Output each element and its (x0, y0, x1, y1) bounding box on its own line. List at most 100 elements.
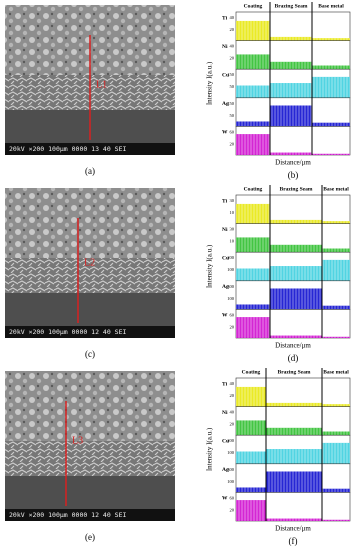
image-caption: (e) (85, 532, 95, 542)
element-label: Ti (222, 198, 228, 204)
y-tick-label: 200 (227, 438, 235, 443)
y-tick-label: 40 (230, 15, 235, 20)
y-tick-label: 100 (227, 479, 235, 484)
sem-footer-bar (5, 509, 175, 521)
signal-texture (270, 36, 312, 41)
chart-caption: (b) (288, 170, 299, 180)
signal-texture (270, 152, 312, 155)
signal-texture (236, 237, 270, 253)
y-tick-label: 40 (230, 381, 235, 386)
element-label: Ag (222, 467, 229, 473)
y-tick-label: 60 (230, 312, 235, 317)
y-tick-label: 100 (227, 296, 235, 301)
element-label: Cu (222, 255, 229, 261)
signal-texture (322, 431, 350, 436)
y-tick-label: 60 (230, 129, 235, 134)
sem-footer: 20kV ×200 100μm 0000 12 40 SEI (9, 328, 126, 336)
signal-texture (312, 153, 350, 155)
sem-substrate (5, 476, 175, 509)
signal-texture (270, 219, 322, 224)
region-header: Brazing Seam (280, 186, 313, 192)
signal-texture (322, 442, 350, 464)
y-tick-label: 40 (230, 44, 235, 49)
signal-texture (236, 268, 270, 281)
signal-texture (312, 76, 350, 98)
signal-texture (322, 488, 350, 493)
y-tick-label: 20 (230, 56, 235, 61)
signal-texture (236, 203, 270, 224)
sem-footer-bar (5, 326, 175, 338)
y-tick-label: 50 (230, 84, 235, 89)
element-label: Ag (222, 101, 229, 107)
signal-texture (322, 305, 350, 310)
signal-texture (236, 451, 266, 464)
element-label: W (222, 130, 228, 136)
sem-footer-bar (5, 143, 175, 155)
signal-texture (266, 449, 322, 464)
y-tick-label: 20 (230, 141, 235, 146)
region-header: Brazing Seam (275, 3, 308, 9)
scan-line-label: L2 (84, 257, 95, 268)
region-header: Base metal (323, 186, 349, 192)
y-tick-label: 20 (230, 324, 235, 329)
image-caption: (a) (85, 166, 95, 176)
y-tick-label: 30 (230, 198, 235, 203)
element-label: Ti (222, 15, 228, 21)
y-tick-label: 30 (230, 227, 235, 232)
y-tick-label: 150 (227, 101, 235, 106)
chart-caption: (f) (289, 536, 298, 546)
signal-texture (236, 500, 266, 521)
y-tick-label: 20 (230, 27, 235, 32)
y-tick-label: 100 (227, 450, 235, 455)
scan-line-label: L1 (96, 79, 107, 90)
y-tick-label: 20 (230, 422, 235, 427)
y-tick-label: 100 (227, 267, 235, 272)
x-axis-label: Distance/μm (275, 159, 311, 167)
sem-interlayer (5, 258, 175, 293)
signal-texture (236, 420, 266, 436)
y-tick-label: 40 (230, 410, 235, 415)
y-tick-label: 10 (230, 210, 235, 215)
y-tick-label: 150 (227, 72, 235, 77)
y-tick-label: 300 (227, 284, 235, 289)
signal-texture (266, 402, 322, 407)
signal-texture (236, 54, 270, 70)
sem-footer: 20kV ×200 100μm 0000 13 40 SEI (9, 145, 126, 153)
signal-texture (322, 336, 350, 338)
signal-texture (266, 427, 322, 436)
sem-substrate (5, 293, 175, 326)
signal-texture (236, 20, 270, 41)
element-label: Cu (222, 72, 229, 78)
element-label: W (222, 496, 228, 502)
y-axis-label: Intensity I(a.u.) (206, 244, 214, 288)
element-label: Ti (222, 381, 228, 387)
signal-texture (322, 221, 350, 224)
signal-texture (270, 288, 322, 310)
signal-texture (236, 317, 270, 338)
element-label: Ag (222, 284, 229, 290)
y-tick-label: 60 (230, 495, 235, 500)
signal-texture (236, 487, 266, 493)
signal-texture (266, 518, 322, 521)
signal-texture (322, 248, 350, 253)
signal-texture (270, 244, 322, 253)
image-caption: (c) (85, 349, 95, 359)
chart-caption: (d) (288, 353, 299, 363)
element-label: W (222, 313, 228, 319)
signal-texture (236, 85, 270, 98)
element-label: Ni (222, 44, 228, 50)
region-header: Base metal (318, 3, 344, 9)
signal-texture (236, 121, 270, 127)
x-axis-label: Distance/μm (275, 525, 311, 533)
y-tick-label: 200 (227, 255, 235, 260)
x-axis-label: Distance/μm (275, 342, 311, 350)
signal-texture (236, 304, 270, 310)
region-header: Coating (244, 186, 263, 192)
region-header: Coating (242, 369, 261, 375)
y-tick-label: 300 (227, 467, 235, 472)
region-header: Coating (244, 3, 263, 9)
scan-line-label: L3 (72, 435, 83, 446)
signal-texture (270, 266, 322, 281)
signal-texture (270, 83, 312, 98)
